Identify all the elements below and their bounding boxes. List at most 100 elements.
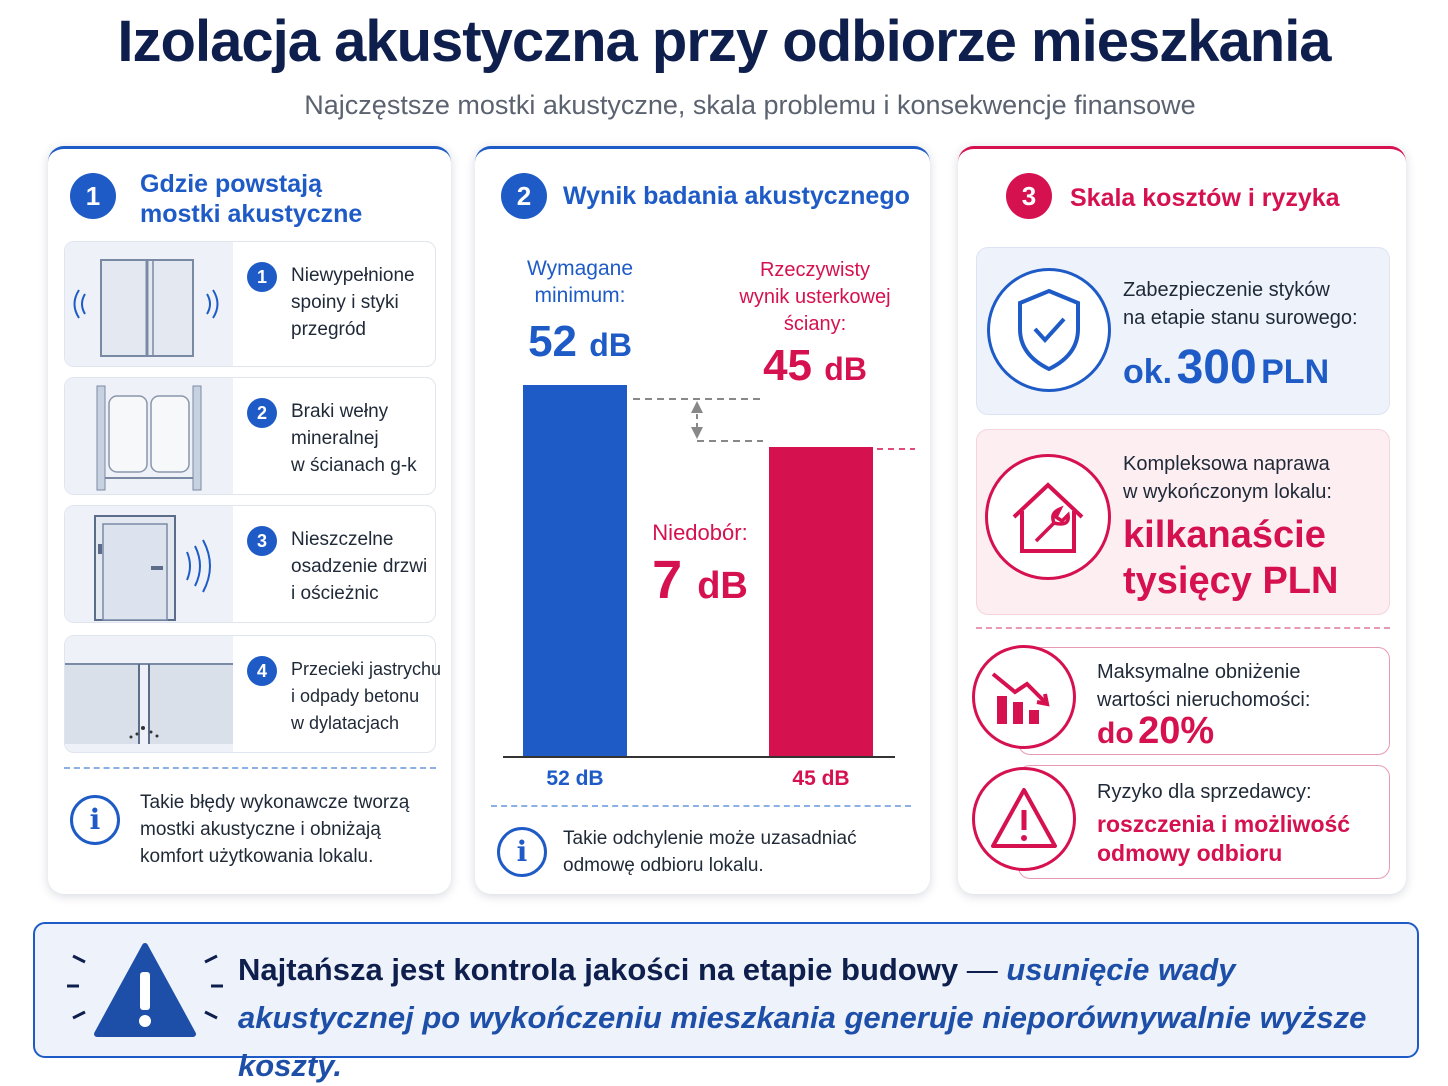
item-text-line: Niewypełnione bbox=[291, 265, 415, 286]
item-text-line: i odpady betonu bbox=[291, 686, 420, 706]
deficit-value: 7 dB bbox=[625, 549, 775, 611]
item-text-line: Nieszczelne bbox=[291, 529, 394, 550]
divider bbox=[976, 627, 1390, 629]
cost-box-text-line: na etapie stanu surowego: bbox=[1123, 307, 1358, 329]
actual-value-unit: dB bbox=[824, 351, 867, 387]
actual-value-number: 45 bbox=[763, 341, 813, 390]
house-wrench-icon bbox=[985, 454, 1111, 580]
card-title: Gdzie powstają mostki akustyczne bbox=[140, 169, 362, 229]
card-title-line: mostki akustyczne bbox=[140, 200, 363, 228]
item-number: 1 bbox=[247, 262, 277, 292]
deficit-arrow-head-up bbox=[691, 401, 703, 413]
deficit-value-number: 7 bbox=[652, 550, 683, 610]
required-label-line: minimum: bbox=[534, 284, 626, 307]
list-item: 3 Nieszczelne osadzenie drzwi i ościeżni… bbox=[64, 505, 436, 623]
warning-icon bbox=[972, 767, 1076, 871]
deficit-value-unit: dB bbox=[697, 565, 748, 607]
conclusion-banner: Najtańsza jest kontrola jakości na etapi… bbox=[33, 922, 1419, 1083]
info-icon: i bbox=[70, 795, 120, 845]
risk-box-text: Maksymalne obniżenie wartości nieruchomo… bbox=[1097, 658, 1310, 714]
info-text-line: komfort użytkowania lokalu. bbox=[140, 846, 374, 867]
card-number-badge: 1 bbox=[70, 173, 116, 219]
risk-box-seller: Ryzyko dla sprzedawcy: roszczenia i możl… bbox=[1018, 765, 1390, 879]
divider bbox=[64, 767, 436, 769]
required-value: 52 dB bbox=[505, 317, 655, 367]
risk-box-text-line: wartości nieruchomości: bbox=[1097, 689, 1311, 711]
actual-label-line: Rzeczywisty bbox=[759, 259, 870, 281]
divider bbox=[491, 805, 911, 807]
actual-label: Rzeczywisty wynik usterkowej ściany: bbox=[715, 257, 915, 338]
item-text-line: i ościeżnic bbox=[291, 583, 379, 604]
card-number-badge: 3 bbox=[1006, 173, 1052, 219]
info-text-line: odmowę odbioru lokalu. bbox=[563, 855, 764, 876]
value-number: 20% bbox=[1138, 710, 1215, 752]
actual-value: 45 dB bbox=[715, 341, 915, 391]
list-item: 1 Niewypełnione spoiny i styki przegród bbox=[64, 241, 436, 367]
item-text-line: Przecieki jastrychu bbox=[291, 659, 442, 679]
info-text-line: mostki akustyczne i obniżają bbox=[140, 819, 381, 840]
chart-down-icon bbox=[972, 645, 1076, 749]
info-text-line: Takie błędy wykonawcze tworzą bbox=[140, 792, 410, 813]
cost-box-text-line: Kompleksowa naprawa bbox=[1123, 453, 1330, 475]
screed-gap-illustration bbox=[65, 636, 233, 752]
card-title-line: Gdzie powstają bbox=[140, 170, 322, 198]
cost-box-value: ok. 300 PLN bbox=[1123, 340, 1329, 395]
required-label: Wymagane minimum: bbox=[505, 255, 655, 309]
item-text: Niewypełnione spoiny i styki przegród bbox=[291, 262, 437, 343]
card-acoustic-bridges: 1 Gdzie powstają mostki akustyczne 1 Nie… bbox=[48, 146, 451, 894]
card-title: Skala kosztów i ryzyka bbox=[1070, 184, 1340, 212]
item-text-line: osadzenie drzwi bbox=[291, 556, 428, 577]
bar-actual bbox=[769, 447, 873, 757]
risk-box-value: roszczenia i możliwość odmowy odbioru bbox=[1097, 810, 1350, 868]
value-suffix: PLN bbox=[1261, 353, 1330, 391]
card-acoustic-test: 2 Wynik badania akustycznego Wymagane mi… bbox=[475, 146, 930, 894]
card-title: Wynik badania akustycznego bbox=[563, 182, 910, 210]
page-subtitle: Najczęstsze mostki akustyczne, skala pro… bbox=[304, 90, 1196, 120]
actual-label-line: wynik usterkowej bbox=[739, 286, 891, 308]
axis-label-required: 52 dB bbox=[546, 767, 604, 790]
list-item: 4 Przecieki jastrychu i odpady betonu w … bbox=[64, 635, 441, 753]
risk-box-text-line: Ryzyko dla sprzedawcy: bbox=[1097, 781, 1312, 803]
shield-check-icon bbox=[987, 268, 1111, 392]
item-text-line: mineralnej bbox=[291, 428, 379, 449]
value-line: roszczenia i możliwość bbox=[1097, 811, 1351, 837]
value-line: kilkanaście bbox=[1123, 514, 1326, 556]
value-number: 300 bbox=[1176, 341, 1257, 394]
item-number: 2 bbox=[247, 398, 277, 428]
info-text-line: Takie odchylenie może uzasadniać bbox=[563, 828, 857, 849]
item-number: 4 bbox=[247, 656, 277, 686]
bar-required bbox=[523, 385, 627, 757]
banner-text-bold: Najtańsza jest kontrola jakości na etapi… bbox=[238, 952, 959, 987]
item-text: Braki wełny mineralnej w ścianach g-k bbox=[291, 398, 437, 479]
risk-box-value-loss: Maksymalne obniżenie wartości nieruchomo… bbox=[1018, 647, 1390, 755]
axis-label-actual: 45 dB bbox=[792, 767, 850, 790]
risk-box-text-line: Maksymalne obniżenie bbox=[1097, 661, 1301, 683]
required-label-line: Wymagane bbox=[526, 257, 634, 280]
risk-box-text: Ryzyko dla sprzedawcy: bbox=[1097, 778, 1312, 806]
card-costs-risks: 3 Skala kosztów i ryzyka Zabezpieczenie … bbox=[958, 146, 1406, 894]
list-item: 2 Braki wełny mineralnej w ścianach g-k bbox=[64, 377, 436, 495]
cost-box-repair: Kompleksowa naprawa w wykończonym lokalu… bbox=[976, 429, 1390, 615]
info-icon: i bbox=[497, 827, 547, 877]
deficit-arrow-head-down bbox=[691, 427, 703, 439]
item-number: 3 bbox=[247, 526, 277, 556]
item-text-line: w ścianach g-k bbox=[291, 455, 417, 476]
item-text: Nieszczelne osadzenie drzwi i ościeżnic bbox=[291, 526, 437, 607]
value-prefix: ok. bbox=[1123, 353, 1173, 391]
wall-joint-illustration bbox=[65, 242, 233, 366]
banner-text-italic: usunięcie wady bbox=[1006, 952, 1236, 987]
value-line: tysięcy PLN bbox=[1123, 560, 1339, 602]
item-text-line: spoiny i styki bbox=[291, 292, 399, 313]
actual-label-line: ściany: bbox=[783, 313, 847, 335]
value-line: odmowy odbioru bbox=[1097, 840, 1283, 866]
item-text-line: przegród bbox=[291, 319, 366, 340]
cost-box-text-line: Zabezpieczenie styków bbox=[1123, 279, 1330, 301]
info-text: Takie błędy wykonawcze tworzą mostki aku… bbox=[140, 789, 409, 870]
door-illustration bbox=[65, 506, 233, 622]
cost-box-prevention: Zabezpieczenie styków na etapie stanu su… bbox=[976, 247, 1390, 415]
banner-text: Najtańsza jest kontrola jakości na etapi… bbox=[238, 946, 1408, 1086]
item-text-line: Braki wełny bbox=[291, 401, 389, 422]
bar-chart bbox=[503, 385, 915, 758]
info-text: Takie odchylenie może uzasadniać odmowę … bbox=[563, 825, 857, 879]
banner-dash: — bbox=[958, 952, 1007, 987]
